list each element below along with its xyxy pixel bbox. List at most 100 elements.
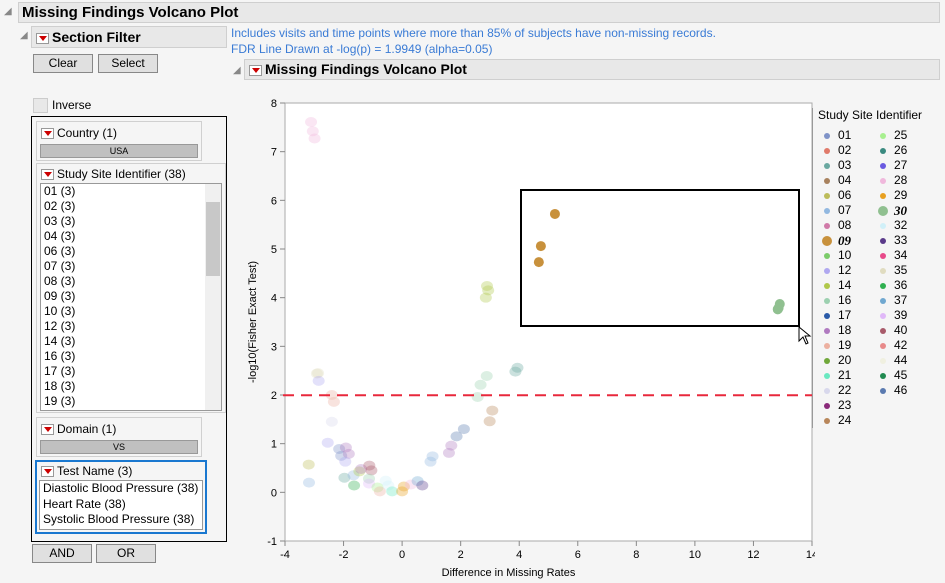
red-triangle-menu-icon[interactable]: [249, 64, 262, 76]
red-triangle-menu-icon[interactable]: [41, 169, 54, 181]
site-list-item[interactable]: 16 (3): [44, 349, 76, 363]
clear-button[interactable]: Clear: [33, 54, 93, 73]
legend-item[interactable]: 19: [818, 338, 874, 353]
data-point-site-28: [308, 133, 321, 144]
legend-item[interactable]: 46: [874, 383, 907, 398]
legend-marker: [822, 235, 832, 246]
plot-disclosure-icon[interactable]: ◢: [233, 65, 241, 76]
legend-item[interactable]: 35: [874, 263, 907, 278]
legend-item[interactable]: 27: [874, 158, 907, 173]
legend-label: 42: [894, 338, 908, 352]
legend-item[interactable]: 02: [818, 143, 874, 158]
legend-item[interactable]: 42: [874, 338, 907, 353]
legend-item[interactable]: 29: [874, 188, 907, 203]
plot-outline-header[interactable]: Missing Findings Volcano Plot: [244, 59, 940, 80]
site-list-item[interactable]: 03 (3): [44, 214, 76, 228]
red-triangle-menu-icon[interactable]: [41, 466, 54, 478]
legend-item[interactable]: 06: [818, 188, 874, 203]
site-list[interactable]: 01 (3) 02 (3) 03 (3) 04 (3) 06 (3) 07 (3) 08 (…: [40, 183, 222, 411]
legend-item[interactable]: 36: [874, 278, 907, 293]
test-item[interactable]: Diastolic Blood Pressure (38): [43, 481, 199, 495]
domain-value-bar[interactable]: VS: [40, 440, 198, 454]
country-value-bar[interactable]: USA: [40, 144, 198, 158]
site-list-item[interactable]: 02 (3): [44, 199, 76, 213]
legend-item[interactable]: 33: [874, 233, 907, 248]
legend-item[interactable]: 45: [874, 368, 907, 383]
site-list-item[interactable]: 06 (3): [44, 244, 76, 258]
site-list-item[interactable]: 01 (3): [44, 184, 76, 198]
legend-item[interactable]: 03: [818, 158, 874, 173]
site-list-item[interactable]: 17 (3): [44, 364, 76, 378]
red-triangle-menu-icon[interactable]: [36, 32, 49, 44]
site-list-item[interactable]: 09 (3): [44, 289, 76, 303]
legend-item[interactable]: 37: [874, 293, 907, 308]
legend-label: 37: [894, 293, 908, 307]
legend-item[interactable]: 24: [818, 413, 874, 428]
inverse-checkbox[interactable]: [33, 98, 48, 113]
legend-item[interactable]: 21: [818, 368, 874, 383]
site-list-item[interactable]: 04 (3): [44, 229, 76, 243]
test-name-list[interactable]: Diastolic Blood Pressure (38) Heart Rate…: [39, 480, 203, 530]
section-filter-header[interactable]: Section Filter: [31, 26, 227, 48]
legend-item[interactable]: 17: [818, 308, 874, 323]
test-filter-title: Test Name (3): [57, 464, 133, 478]
select-button[interactable]: Select: [98, 54, 158, 73]
filter-disclosure-icon[interactable]: ◢: [20, 30, 28, 41]
data-point-site-19: [325, 390, 338, 400]
legend-item[interactable]: 34: [874, 248, 907, 263]
data-point-site-36: [348, 480, 361, 491]
legend-item[interactable]: 32: [874, 218, 907, 233]
legend-item[interactable]: 30: [874, 203, 907, 218]
legend-marker: [824, 327, 830, 334]
legend-marker: [824, 282, 830, 289]
legend-item[interactable]: 44: [874, 353, 907, 368]
x-tick-label: 0: [399, 549, 405, 561]
test-item[interactable]: Systolic Blood Pressure (38): [43, 512, 195, 526]
legend-label: 03: [838, 158, 852, 172]
legend-item[interactable]: 22: [818, 383, 874, 398]
legend-item[interactable]: 08: [818, 218, 874, 233]
site-list-item[interactable]: 08 (3): [44, 274, 76, 288]
legend-item[interactable]: 16: [818, 293, 874, 308]
legend-item[interactable]: 28: [874, 173, 907, 188]
legend-item[interactable]: 26: [874, 143, 907, 158]
x-tick-label: 6: [575, 549, 581, 561]
legend-item[interactable]: 10: [818, 248, 874, 263]
site-list-item[interactable]: 12 (3): [44, 319, 76, 333]
legend-item[interactable]: 20: [818, 353, 874, 368]
legend-item[interactable]: 18: [818, 323, 874, 338]
legend-item[interactable]: 25: [874, 128, 907, 143]
y-tick-label: 2: [271, 390, 277, 402]
and-button[interactable]: AND: [32, 544, 92, 563]
main-outline-header[interactable]: Missing Findings Volcano Plot: [18, 2, 940, 23]
site-list-item[interactable]: 14 (3): [44, 334, 76, 348]
scrollbar[interactable]: [205, 184, 221, 410]
legend-item[interactable]: 12: [818, 263, 874, 278]
data-point-site-01: [335, 450, 348, 461]
red-triangle-menu-icon[interactable]: [41, 424, 54, 436]
legend-item[interactable]: 07: [818, 203, 874, 218]
legend-label: 32: [894, 218, 908, 232]
disclosure-triangle-icon[interactable]: ◢: [4, 6, 12, 17]
red-triangle-menu-icon[interactable]: [41, 128, 54, 140]
selection-rectangle[interactable]: [520, 189, 800, 327]
legend-item[interactable]: 04: [818, 173, 874, 188]
legend-item[interactable]: 09: [818, 233, 874, 248]
site-list-item[interactable]: 18 (3): [44, 379, 76, 393]
legend-item[interactable]: 23: [818, 398, 874, 413]
site-list-item[interactable]: 07 (3): [44, 259, 76, 273]
data-point-site-37: [411, 476, 424, 487]
x-tick-label: 14: [806, 549, 815, 561]
site-list-item[interactable]: 19 (3): [44, 394, 76, 408]
y-tick-label: 7: [271, 147, 277, 159]
site-list-item[interactable]: 10 (3): [44, 304, 76, 318]
legend-item[interactable]: 39: [874, 308, 907, 323]
data-point-site-22: [325, 416, 338, 427]
legend-item[interactable]: 01: [818, 128, 874, 143]
legend-item[interactable]: 14: [818, 278, 874, 293]
test-item[interactable]: Heart Rate (38): [43, 496, 126, 511]
legend-item[interactable]: 40: [874, 323, 907, 338]
scrollbar-thumb[interactable]: [206, 202, 220, 276]
or-button[interactable]: OR: [96, 544, 156, 563]
